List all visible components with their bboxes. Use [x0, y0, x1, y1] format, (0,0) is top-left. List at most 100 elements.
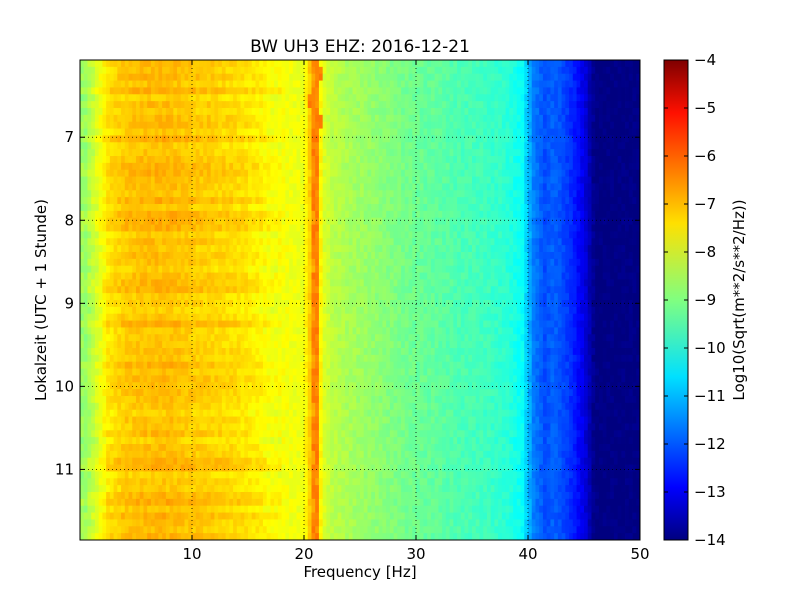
heatmap-cell [285, 149, 290, 157]
heatmap-cell [248, 135, 253, 143]
heatmap-cell [416, 245, 421, 253]
heatmap-cell [337, 60, 342, 68]
heatmap-cell [210, 114, 215, 123]
heatmap-cell [259, 169, 264, 177]
heatmap-cell [416, 252, 421, 260]
heatmap-cell [598, 176, 604, 184]
heatmap-cell [188, 66, 193, 75]
heatmap-cell [550, 142, 555, 150]
heatmap-cell [165, 197, 170, 205]
heatmap-cell [218, 272, 223, 280]
heatmap-cell [177, 114, 182, 123]
heatmap-cell [598, 265, 604, 273]
heatmap-cell [348, 272, 353, 280]
heatmap-cell [333, 169, 338, 177]
heatmap-cell [483, 73, 488, 81]
heatmap-cell [528, 265, 533, 273]
heatmap-cell [210, 73, 215, 81]
heatmap-cell [248, 156, 253, 164]
heatmap-cell [165, 279, 170, 287]
heatmap-cell [206, 252, 212, 260]
heatmap-cell [143, 114, 148, 123]
heatmap-cell [165, 224, 170, 232]
heatmap-cell [404, 224, 409, 232]
heatmap-cell [162, 258, 167, 267]
heatmap-cell [557, 197, 562, 205]
heatmap-cell [393, 224, 398, 232]
heatmap-cell [311, 94, 316, 102]
heatmap-cell [401, 108, 406, 116]
heatmap-cell [509, 190, 514, 198]
heatmap-cell [509, 238, 514, 246]
heatmap-cell [513, 238, 518, 246]
heatmap-cell [423, 265, 428, 273]
heatmap-cell [542, 142, 548, 150]
heatmap-cell [516, 197, 521, 205]
heatmap-cell [442, 108, 447, 116]
heatmap-cell [192, 238, 197, 246]
heatmap-cell [535, 135, 540, 143]
heatmap-cell [498, 190, 503, 198]
heatmap-cell [636, 279, 640, 287]
heatmap-cell [636, 162, 640, 171]
heatmap-cell [322, 87, 327, 95]
heatmap-cell [580, 94, 585, 102]
heatmap-cell [311, 245, 316, 253]
heatmap-cell [337, 245, 342, 253]
heatmap-cell [386, 87, 391, 95]
heatmap-cell [483, 204, 488, 212]
heatmap-cell [528, 108, 533, 116]
heatmap-cell [248, 60, 253, 68]
heatmap-cell [128, 94, 133, 102]
heatmap-cell [221, 217, 226, 225]
heatmap-cell [423, 162, 428, 171]
heatmap-cell [580, 272, 585, 280]
heatmap-cell [374, 142, 380, 150]
heatmap-cell [416, 210, 421, 219]
heatmap-cell [528, 114, 533, 123]
heatmap-cell [218, 87, 223, 95]
heatmap-cell [389, 217, 394, 225]
heatmap-cell [625, 114, 630, 123]
heatmap-cell [427, 245, 432, 253]
heatmap-cell [430, 265, 436, 273]
heatmap-cell [595, 258, 600, 267]
heatmap-cell [453, 135, 458, 143]
heatmap-cell [475, 272, 480, 280]
heatmap-cell [374, 210, 380, 219]
heatmap-cell [587, 238, 592, 246]
heatmap-cell [326, 114, 331, 123]
heatmap-cell [109, 224, 114, 232]
heatmap-cell [486, 190, 492, 198]
heatmap-cell [486, 156, 492, 164]
heatmap-cell [188, 149, 193, 157]
heatmap-cell [636, 252, 640, 260]
heatmap-cell [262, 101, 268, 109]
heatmap-cell [602, 80, 607, 88]
heatmap-cell [94, 142, 100, 150]
heatmap-cell [330, 258, 335, 267]
heatmap-cell [337, 204, 342, 212]
heatmap-cell [229, 210, 234, 219]
heatmap-cell [475, 245, 480, 253]
heatmap-cell [307, 87, 312, 95]
heatmap-cell [505, 135, 510, 143]
heatmap-cell [457, 73, 462, 81]
heatmap-cell [136, 156, 141, 164]
heatmap-cell [214, 245, 219, 253]
heatmap-cell [199, 258, 204, 267]
heatmap-cell [143, 258, 148, 267]
heatmap-cell [382, 108, 387, 116]
heatmap-cell [106, 210, 111, 219]
heatmap-cell [345, 162, 350, 171]
heatmap-cell [427, 101, 432, 109]
heatmap-cell [177, 87, 182, 95]
heatmap-cell [434, 238, 439, 246]
heatmap-cell [378, 252, 383, 260]
heatmap-cell [94, 162, 100, 171]
heatmap-cell [285, 73, 290, 81]
heatmap-cell [386, 135, 391, 143]
heatmap-cell [244, 245, 249, 253]
heatmap-cell [393, 94, 398, 102]
heatmap-cell [348, 121, 353, 129]
